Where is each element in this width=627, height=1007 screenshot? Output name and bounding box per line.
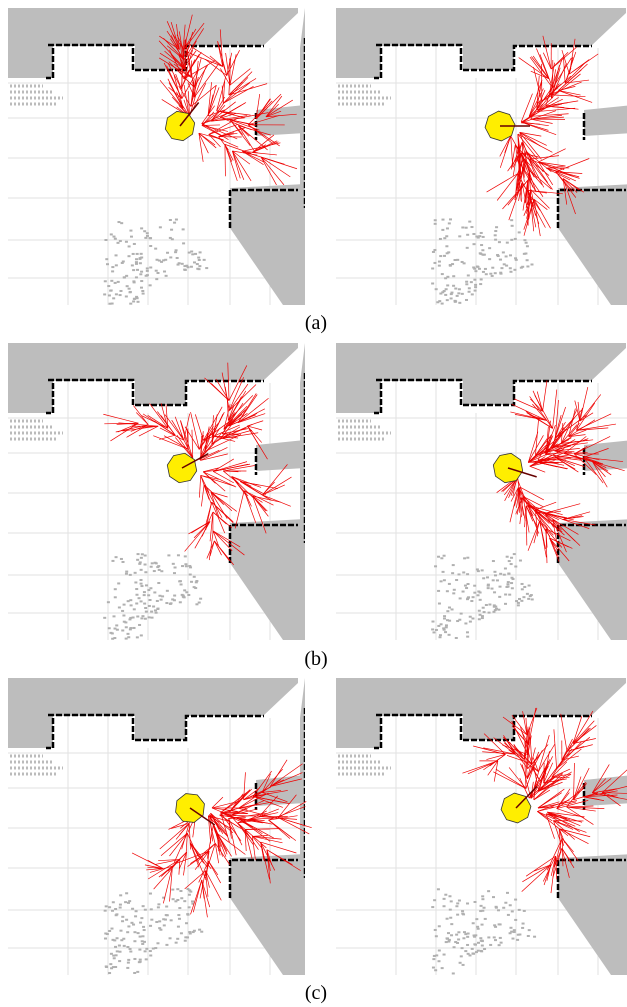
map xyxy=(8,343,305,640)
map xyxy=(336,343,627,640)
figure: (a) (b) (c) xyxy=(0,0,627,1007)
map xyxy=(336,678,627,975)
caption: (c) xyxy=(286,982,346,1005)
map-panel xyxy=(336,678,627,975)
map-panel xyxy=(8,678,312,975)
panels xyxy=(0,0,627,1007)
map-panel xyxy=(336,343,627,640)
map-panel xyxy=(8,343,305,640)
map-panel xyxy=(8,8,305,305)
map xyxy=(336,8,627,305)
caption: (b) xyxy=(286,648,346,671)
map xyxy=(8,678,305,975)
caption: (a) xyxy=(286,312,346,335)
map-panel xyxy=(336,8,627,305)
